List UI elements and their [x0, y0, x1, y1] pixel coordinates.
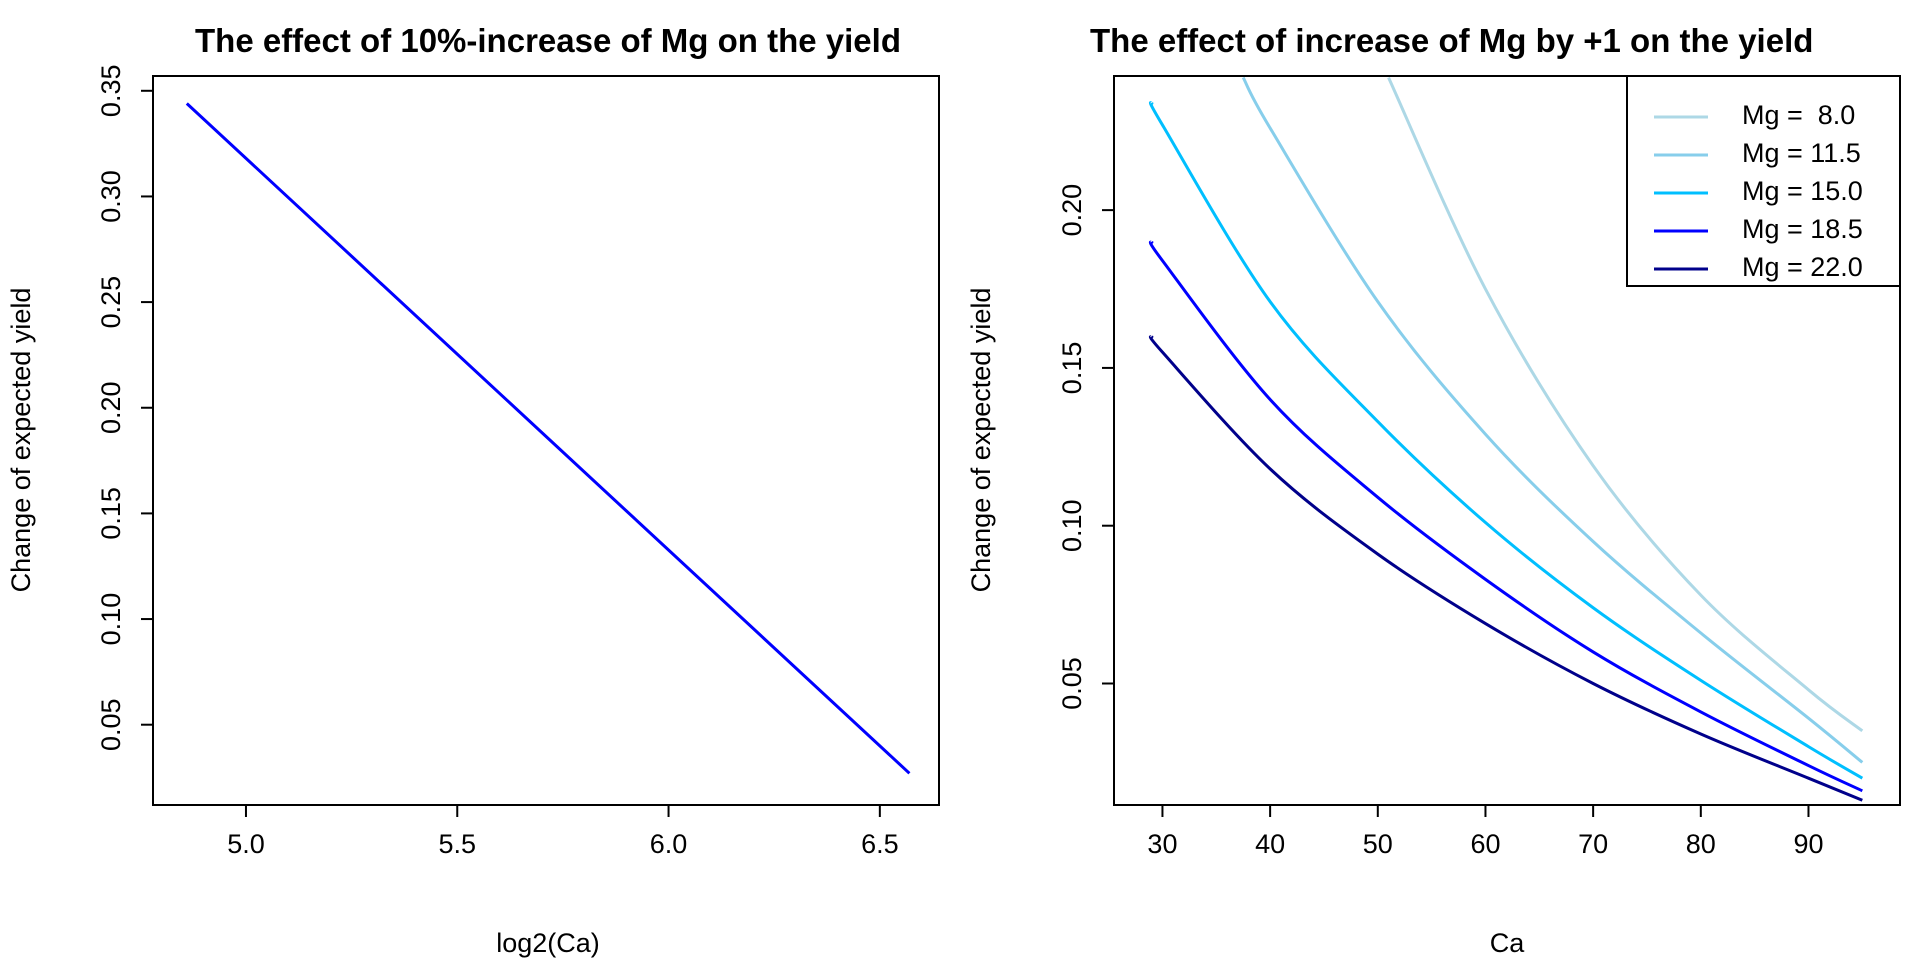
chart-left-x-tick-label: 5.5 [438, 829, 476, 859]
chart-left-ticks: 5.0 5.5 6.0 6.5 0.05 0.10 0.15 0.20 0.25 0.30 0.35 [96, 65, 898, 859]
chart-right-y-tick-label: 0.15 [1057, 342, 1087, 395]
chart-right-xlabel: Ca [1490, 928, 1525, 958]
chart-right: The effect of increase of Mg by +1 on th… [966, 22, 1901, 958]
legend-label: Mg = 11.5 [1742, 138, 1861, 168]
chart-right-plot-area [1148, 76, 1864, 802]
legend-label: Mg = 15.0 [1742, 176, 1863, 206]
chart-left-plot-area [185, 102, 911, 775]
chart-left-y-tick-label: 0.35 [96, 65, 126, 118]
chart-right-ylabel: Change of expected yield [966, 288, 996, 593]
chart-left: The effect of 10%-increase of Mg on the … [6, 22, 940, 958]
chart-right-y-tick-label: 0.10 [1057, 499, 1087, 552]
chart-left-title: The effect of 10%-increase of Mg on the … [195, 22, 901, 59]
chart-right-series-line-3 [1148, 240, 1863, 793]
chart-left-x-tick-label: 6.5 [861, 829, 899, 859]
chart-right-frame [1113, 75, 1901, 806]
chart-left-xlabel: log2(Ca) [496, 928, 600, 958]
chart-right-x-tick-label: 60 [1470, 829, 1500, 859]
chart-left-series-line-0 [185, 102, 911, 775]
chart-left-y-tick-label: 0.15 [96, 487, 126, 540]
chart-left-y-tick-label: 0.30 [96, 170, 126, 223]
chart-left-frame [152, 75, 940, 806]
chart-right-legend: Mg = 8.0 Mg = 11.5 Mg = 15.0 Mg = 18.5 Mg = … [1626, 75, 1901, 287]
legend-label: Mg = 22.0 [1742, 252, 1863, 282]
chart-right-y-tick-label: 0.20 [1057, 184, 1087, 237]
chart-right-x-tick-label: 40 [1255, 829, 1285, 859]
chart-right-x-tick-label: 30 [1147, 829, 1177, 859]
chart-left-x-tick-label: 6.0 [650, 829, 688, 859]
chart-left-x-tick-label: 5.0 [227, 829, 265, 859]
chart-right-series-line-4 [1148, 335, 1863, 802]
chart-left-y-tick-label: 0.20 [96, 381, 126, 434]
chart-left-y-tick-label: 0.25 [96, 276, 126, 329]
chart-right-x-tick-label: 70 [1578, 829, 1608, 859]
chart-right-y-tick-label: 0.05 [1057, 657, 1087, 710]
chart-left-y-tick-label: 0.05 [96, 698, 126, 751]
chart-right-title: The effect of increase of Mg by +1 on th… [1090, 22, 1813, 59]
legend-label: Mg = 8.0 [1742, 100, 1855, 130]
chart-right-series-line-2 [1148, 101, 1864, 780]
chart-right-x-tick-label: 80 [1686, 829, 1716, 859]
chart-left-y-tick-label: 0.10 [96, 593, 126, 646]
chart-right-series-line-0 [1387, 76, 1864, 733]
chart-right-series-line-1 [1241, 76, 1864, 764]
legend-box [1626, 75, 1901, 287]
chart-right-x-tick-label: 90 [1793, 829, 1823, 859]
chart-left-ylabel: Change of expected yield [6, 288, 36, 593]
legend-label: Mg = 18.5 [1742, 214, 1863, 244]
chart-right-x-tick-label: 50 [1363, 829, 1393, 859]
